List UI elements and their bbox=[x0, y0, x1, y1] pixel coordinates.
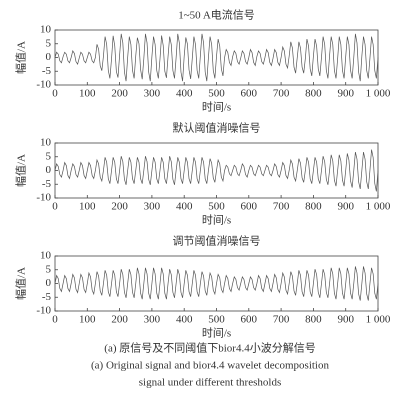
x-tick-label: 700 bbox=[273, 314, 290, 326]
chart-title: 调节阈值消噪信号 bbox=[173, 234, 261, 248]
x-tick-label: 0 bbox=[52, 314, 58, 326]
y-axis-label: 幅值/A bbox=[15, 154, 28, 187]
y-tick-label: 0 bbox=[46, 164, 52, 176]
x-tick-label: 400 bbox=[176, 88, 193, 100]
y-tick-label: 5 bbox=[46, 150, 52, 162]
x-tick-label: 100 bbox=[79, 314, 96, 326]
x-tick-label: 200 bbox=[111, 88, 128, 100]
x-tick-label: 800 bbox=[305, 201, 322, 213]
x-tick-label: 1 000 bbox=[366, 314, 391, 326]
x-axis-label: 时间/s bbox=[202, 327, 231, 340]
x-tick-label: 800 bbox=[305, 314, 322, 326]
x-tick-label: 900 bbox=[337, 201, 354, 213]
x-tick-label: 800 bbox=[305, 88, 322, 100]
caption-line: (a) Original signal and bior4.4 wavelet … bbox=[91, 360, 329, 372]
x-tick-label: 900 bbox=[337, 88, 354, 100]
chart-title: 默认阈值消噪信号 bbox=[173, 121, 261, 135]
x-tick-label: 100 bbox=[79, 88, 96, 100]
x-tick-label: 600 bbox=[241, 88, 258, 100]
x-tick-label: 0 bbox=[52, 201, 58, 213]
x-tick-label: 600 bbox=[241, 201, 258, 213]
x-axis-label: 时间/s bbox=[202, 101, 231, 114]
x-tick-label: 500 bbox=[208, 88, 225, 100]
x-tick-label: 300 bbox=[144, 201, 161, 213]
caption-line: (a) 原信号及不同阈值下bior4.4小波分解信号 bbox=[104, 341, 315, 355]
y-axis-label: 幅值/A bbox=[15, 41, 28, 74]
x-tick-label: 1 000 bbox=[366, 88, 391, 100]
x-tick-label: 500 bbox=[208, 314, 225, 326]
y-tick-label: 10 bbox=[40, 250, 52, 262]
x-tick-label: 700 bbox=[273, 88, 290, 100]
x-tick-label: 200 bbox=[111, 314, 128, 326]
y-tick-label: -5 bbox=[42, 65, 52, 77]
x-tick-label: 200 bbox=[111, 201, 128, 213]
x-tick-label: 500 bbox=[208, 201, 225, 213]
y-tick-label: -10 bbox=[36, 305, 51, 317]
y-tick-label: 5 bbox=[46, 37, 52, 49]
y-tick-label: 5 bbox=[46, 263, 52, 275]
x-tick-label: 700 bbox=[273, 201, 290, 213]
x-tick-label: 0 bbox=[52, 88, 58, 100]
x-tick-label: 400 bbox=[176, 201, 193, 213]
y-tick-label: 10 bbox=[40, 137, 52, 149]
signal-line bbox=[54, 149, 379, 192]
y-tick-label: 0 bbox=[46, 277, 52, 289]
x-tick-label: 1 000 bbox=[366, 201, 391, 213]
y-tick-label: -10 bbox=[36, 79, 51, 91]
y-tick-label: -5 bbox=[42, 291, 52, 303]
x-tick-label: 600 bbox=[241, 314, 258, 326]
y-axis-label: 幅值/A bbox=[15, 267, 28, 300]
caption-line: signal under different thresholds bbox=[139, 377, 281, 389]
x-tick-label: 900 bbox=[337, 314, 354, 326]
y-tick-label: 10 bbox=[40, 24, 52, 36]
x-axis-label: 时间/s bbox=[202, 214, 231, 227]
y-tick-label: 0 bbox=[46, 51, 52, 63]
x-tick-label: 300 bbox=[144, 88, 161, 100]
chart-title: 1~50 A电流信号 bbox=[178, 8, 255, 22]
x-tick-label: 300 bbox=[144, 314, 161, 326]
signal-line bbox=[54, 266, 379, 301]
y-tick-label: -10 bbox=[36, 192, 51, 204]
x-tick-label: 400 bbox=[176, 314, 193, 326]
signal-line bbox=[54, 33, 379, 82]
x-tick-label: 100 bbox=[79, 201, 96, 213]
y-tick-label: -5 bbox=[42, 178, 52, 190]
